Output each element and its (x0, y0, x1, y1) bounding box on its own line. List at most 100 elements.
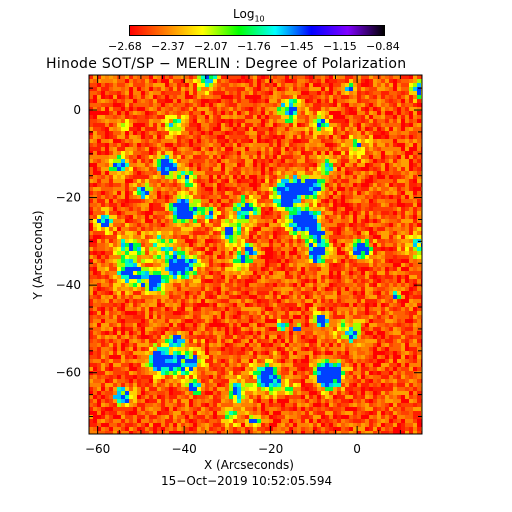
heatmap-cell (285, 131, 289, 135)
heatmap-cell (349, 247, 353, 251)
heatmap-cell (261, 171, 265, 175)
heatmap-cell (277, 103, 281, 107)
heatmap-cell (377, 291, 381, 295)
heatmap-cell (309, 83, 313, 87)
heatmap-cell (181, 235, 185, 239)
heatmap-cell (177, 279, 181, 283)
heatmap-cell (409, 247, 413, 251)
heatmap-cell (273, 167, 277, 171)
heatmap-cell (405, 267, 409, 271)
heatmap-cell (189, 287, 193, 291)
heatmap-cell (409, 175, 413, 179)
heatmap-cell (189, 191, 193, 195)
heatmap-cell (245, 95, 249, 99)
heatmap-cell (101, 271, 105, 275)
heatmap-cell (153, 111, 157, 115)
heatmap-cell (165, 75, 169, 79)
heatmap-cell (189, 211, 193, 215)
heatmap-cell (89, 191, 93, 195)
heatmap-cell (309, 303, 313, 307)
heatmap-cell (361, 123, 365, 127)
heatmap-cell (193, 103, 197, 107)
heatmap-cell (381, 147, 385, 151)
heatmap-cell (293, 107, 297, 111)
heatmap-cell (325, 131, 329, 135)
heatmap-cell (173, 287, 177, 291)
heatmap-cell (245, 235, 249, 239)
heatmap-cell (233, 147, 237, 151)
heatmap-cell (401, 143, 405, 147)
heatmap-cell (93, 287, 97, 291)
heatmap-cell (329, 283, 333, 287)
heatmap-cell (133, 183, 137, 187)
heatmap-cell (269, 279, 273, 283)
heatmap-cell (393, 275, 397, 279)
heatmap-cell (417, 275, 421, 279)
heatmap-cell (309, 235, 313, 239)
heatmap-cell (181, 123, 185, 127)
heatmap-cell (253, 135, 257, 139)
heatmap-cell (253, 267, 257, 271)
heatmap-cell (309, 307, 313, 311)
heatmap-cell (313, 275, 317, 279)
heatmap-cell (181, 147, 185, 151)
heatmap-cell (229, 275, 233, 279)
heatmap-cell (345, 151, 349, 155)
heatmap-cell (285, 291, 289, 295)
heatmap-cell (185, 219, 189, 223)
heatmap-cell (389, 271, 393, 275)
heatmap-cell (401, 231, 405, 235)
heatmap-cell (309, 171, 313, 175)
heatmap-cell (345, 207, 349, 211)
heatmap-cell (409, 259, 413, 263)
heatmap-cell (397, 199, 401, 203)
heatmap-cell (201, 207, 205, 211)
heatmap-cell (405, 151, 409, 155)
heatmap-cell (133, 187, 137, 191)
heatmap-cell (373, 103, 377, 107)
heatmap-cell (173, 295, 177, 299)
heatmap-cell (273, 267, 277, 271)
heatmap-cell (201, 227, 205, 231)
heatmap-cell (373, 155, 377, 159)
heatmap-cell (413, 299, 417, 303)
heatmap-cell (249, 87, 253, 91)
heatmap-cell (297, 263, 301, 267)
heatmap-cell (213, 179, 217, 183)
heatmap-cell (89, 279, 93, 283)
heatmap-cell (393, 287, 397, 291)
heatmap-cell (357, 167, 361, 171)
heatmap-cell (173, 251, 177, 255)
heatmap-cell (101, 115, 105, 119)
heatmap-cell (101, 175, 105, 179)
heatmap-cell (145, 243, 149, 247)
heatmap-cell (149, 211, 153, 215)
heatmap-cell (105, 159, 109, 163)
heatmap-cell (213, 247, 217, 251)
heatmap-cell (157, 307, 161, 311)
heatmap-cell (229, 247, 233, 251)
heatmap-cell (161, 231, 165, 235)
heatmap-cell (237, 135, 241, 139)
heatmap-cell (169, 195, 173, 199)
heatmap-cell (153, 215, 157, 219)
heatmap-cell (125, 247, 129, 251)
heatmap-cell (101, 263, 105, 267)
heatmap-cell (113, 103, 117, 107)
heatmap-cell (321, 143, 325, 147)
heatmap-cell (333, 155, 337, 159)
heatmap-cell (369, 295, 373, 299)
heatmap-cell (381, 179, 385, 183)
heatmap-cell (377, 103, 381, 107)
heatmap-cell (145, 95, 149, 99)
heatmap-cell (405, 287, 409, 291)
heatmap-cell (97, 119, 101, 123)
heatmap-cell (189, 103, 193, 107)
heatmap-cell (165, 255, 169, 259)
heatmap-cell (265, 211, 269, 215)
heatmap-cell (381, 83, 385, 87)
heatmap-cell (397, 251, 401, 255)
heatmap-cell (241, 255, 245, 259)
heatmap-cell (321, 99, 325, 103)
heatmap-cell (153, 219, 157, 223)
